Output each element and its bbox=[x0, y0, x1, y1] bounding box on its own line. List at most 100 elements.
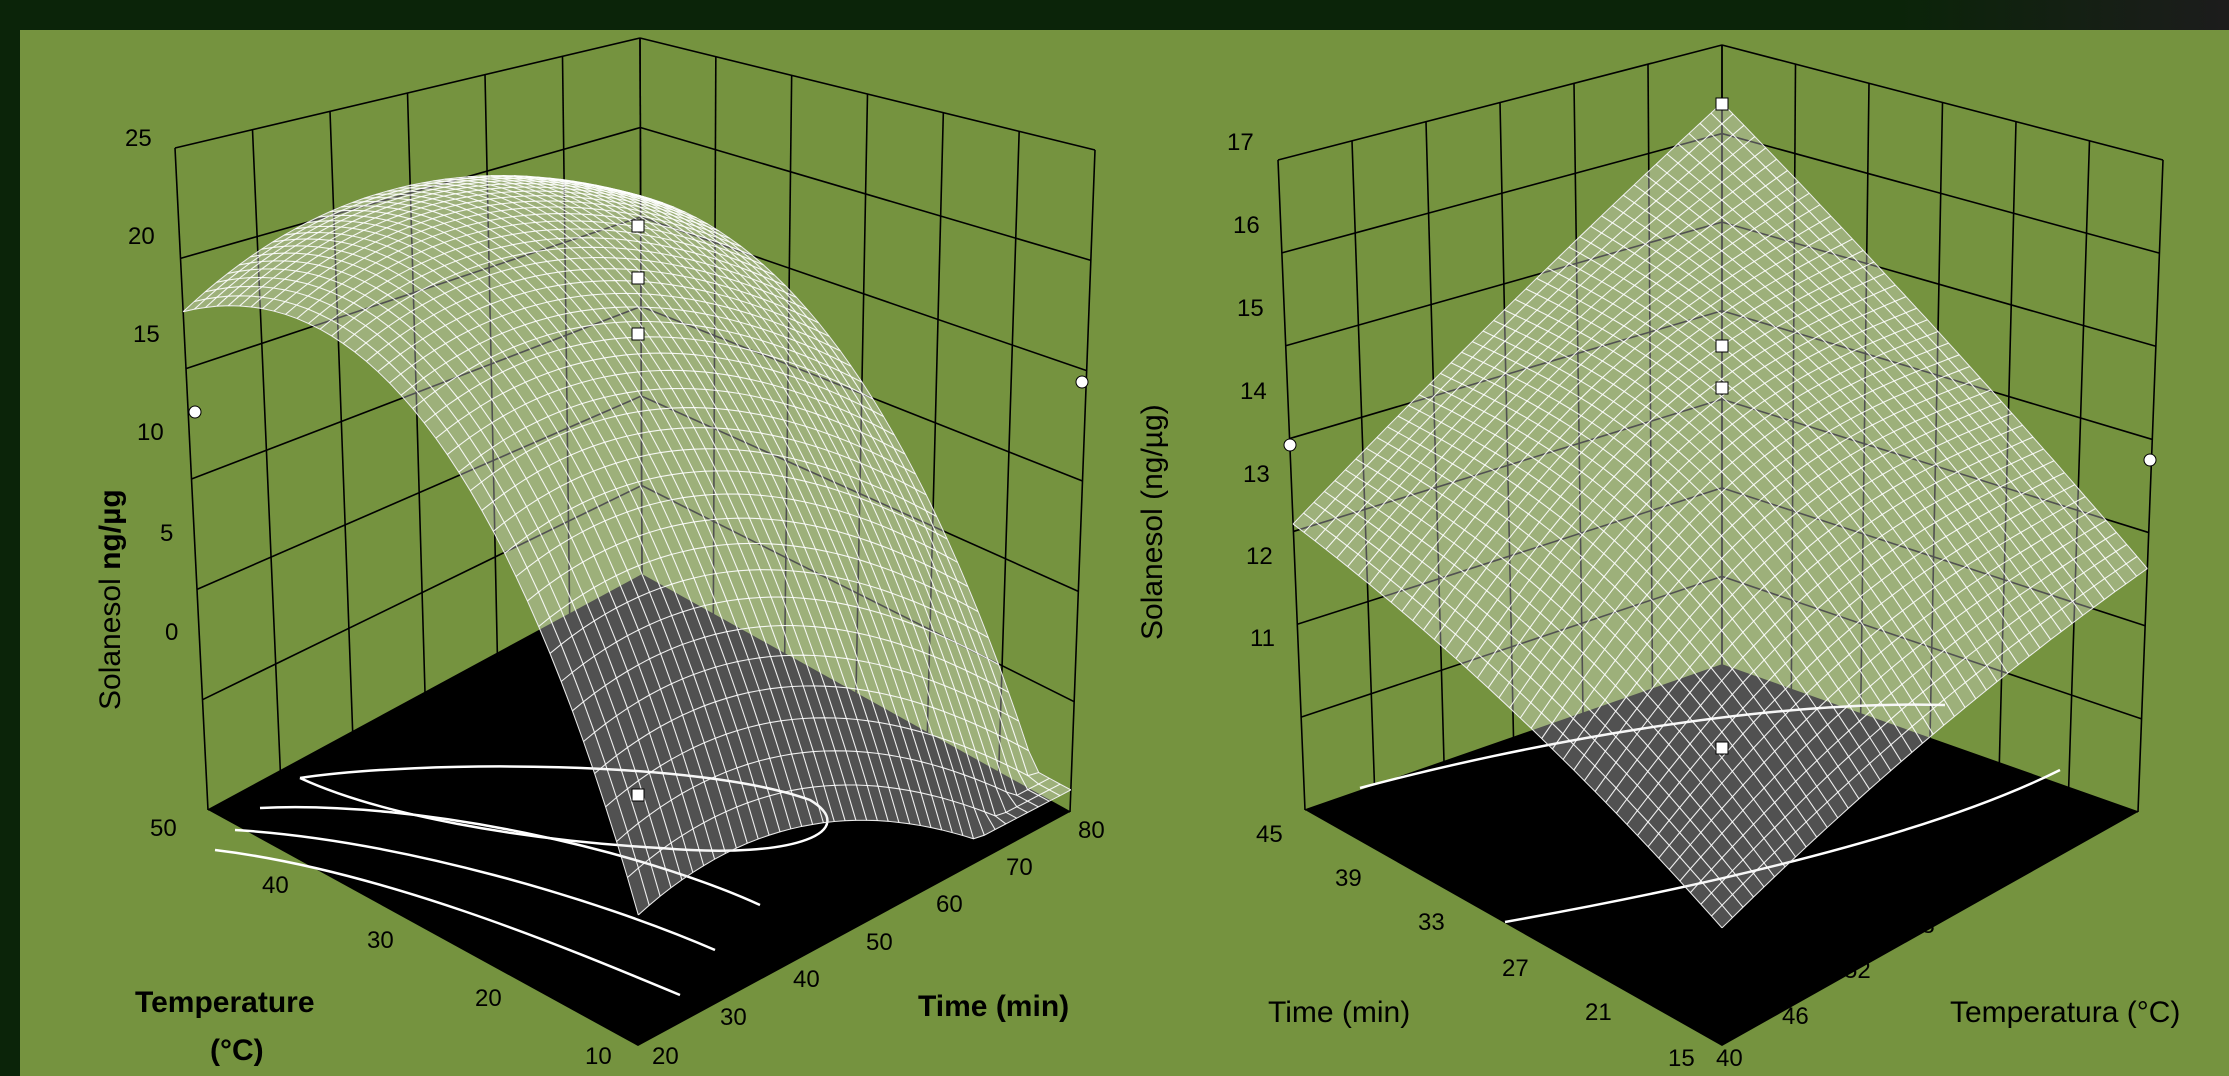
left-y-axis-label: Solanesol ng/µg bbox=[94, 489, 127, 710]
right-surface-meshline bbox=[1541, 365, 1970, 739]
right-temp-tick: 52 bbox=[1844, 957, 1871, 984]
right-surface-meshline bbox=[1644, 174, 2073, 624]
right-time-tick: 15 bbox=[1668, 1045, 1695, 1072]
left-design-point bbox=[631, 219, 645, 233]
right-surface-meshline bbox=[1647, 484, 2076, 848]
right-z-tick: 14 bbox=[1240, 378, 1267, 405]
right-design-points bbox=[1283, 97, 2157, 755]
left-y-label-prefix: Solanesol bbox=[94, 578, 127, 710]
right-contour-line bbox=[1504, 768, 2061, 924]
left-z-tick: 20 bbox=[128, 223, 155, 250]
left-surface-meshline bbox=[481, 427, 927, 511]
right-surface-meshline bbox=[1658, 496, 2086, 859]
right-corner-point bbox=[2143, 453, 2157, 467]
left-y-label-unit: ng/µg bbox=[94, 489, 127, 570]
right-time-axis-label: Time (min) bbox=[1268, 996, 1410, 1029]
right-surface-meshline bbox=[1536, 277, 1966, 708]
left-corner-point bbox=[1075, 375, 1089, 389]
right-surface-meshline bbox=[1689, 532, 2117, 893]
left-z-tick: 25 bbox=[125, 125, 152, 152]
left-contour-line bbox=[299, 765, 829, 852]
left-surface-meshline bbox=[514, 175, 953, 833]
right-y-label: Solanesol (ng/µg) bbox=[1136, 404, 1169, 640]
left-surface-meshline bbox=[548, 177, 985, 836]
right-surface-meshline bbox=[1622, 194, 2052, 640]
right-surface-meshline bbox=[1626, 460, 2055, 825]
left-surface-meshline bbox=[479, 175, 921, 826]
left-surface-meshline bbox=[423, 336, 874, 424]
right-floor-plane bbox=[1305, 665, 2138, 1046]
right-time-tick: 21 bbox=[1585, 999, 1612, 1026]
right-right-wall-gridline-v bbox=[2067, 140, 2091, 788]
left-corner-point bbox=[188, 405, 202, 419]
right-temp-tick: 46 bbox=[1782, 1003, 1809, 1030]
left-surface bbox=[181, 175, 1072, 916]
left-design-point bbox=[631, 271, 645, 285]
left-surface-meshline bbox=[537, 176, 975, 839]
right-z-tick: 17 bbox=[1227, 129, 1254, 156]
right-design-point bbox=[1715, 339, 1729, 353]
left-surface-meshline bbox=[560, 596, 999, 682]
left-surface-meshline bbox=[456, 177, 900, 823]
left-contour-line bbox=[259, 805, 761, 907]
left-temp-axis-label-unit: (°C) bbox=[210, 1034, 264, 1067]
left-time-tick: 60 bbox=[936, 891, 963, 918]
right-design-point bbox=[1715, 741, 1729, 755]
left-surface-meshline bbox=[515, 493, 958, 577]
right-floor bbox=[1305, 665, 2138, 1046]
left-time-tick: 20 bbox=[652, 1043, 679, 1070]
left-z-tick: 10 bbox=[137, 419, 164, 446]
right-time-tick: 27 bbox=[1502, 955, 1529, 982]
left-right-wall-gridline-v bbox=[997, 131, 1020, 773]
right-surface-meshline bbox=[1655, 163, 2084, 616]
left-right-wall-gridline-v bbox=[639, 37, 643, 576]
right-temp-tick: 64 bbox=[1970, 867, 1997, 894]
left-left-wall-gridline-v bbox=[561, 56, 571, 615]
left-time-tick: 50 bbox=[866, 929, 893, 956]
right-surface-meshline bbox=[1583, 412, 2013, 782]
left-surface-meshline bbox=[637, 789, 1072, 916]
left-contour-line bbox=[214, 848, 681, 997]
left-floor bbox=[208, 575, 1070, 1046]
right-temp-tick: 58 bbox=[1908, 912, 1935, 939]
left-time-tick: 30 bbox=[720, 1004, 747, 1031]
right-design-point bbox=[1715, 97, 1729, 111]
left-surface-meshline bbox=[549, 569, 989, 654]
left-left-wall-gridline-v bbox=[174, 147, 209, 811]
right-surface-meshline bbox=[1637, 472, 2065, 836]
left-surface-meshline bbox=[527, 517, 969, 602]
left-time-tick: 40 bbox=[793, 966, 820, 993]
left-surface-meshline bbox=[502, 175, 943, 831]
left-surface-meshline bbox=[467, 176, 911, 824]
left-design-point bbox=[631, 327, 645, 341]
left-surface-meshline bbox=[433, 180, 878, 821]
right-time-tick: 39 bbox=[1335, 865, 1362, 892]
right-surface-meshline bbox=[1668, 508, 2096, 870]
left-surface-meshline bbox=[492, 448, 937, 532]
right-time-tick: 33 bbox=[1418, 909, 1445, 936]
right-design-point bbox=[1715, 381, 1729, 395]
right-surface-meshline bbox=[1525, 288, 1955, 717]
left-temp-axis-label: Temperature bbox=[135, 986, 315, 1019]
right-time-tick: 45 bbox=[1256, 821, 1283, 848]
right-surface-meshline bbox=[1519, 342, 1949, 719]
left-surface-meshline bbox=[444, 178, 889, 822]
left-surface-meshline bbox=[435, 352, 884, 439]
right-surface-meshline bbox=[1677, 143, 2105, 600]
right-z-tick: 16 bbox=[1233, 212, 1260, 239]
right-surface-meshline bbox=[1688, 133, 2116, 592]
left-surface-meshline bbox=[594, 184, 1028, 813]
left-surface-meshline bbox=[571, 180, 1007, 825]
right-surface-meshline bbox=[1666, 153, 2094, 608]
right-surface-meshline bbox=[1551, 377, 1981, 750]
left-left-wall-gridline-v bbox=[484, 74, 499, 654]
left-temp-tick: 20 bbox=[475, 985, 502, 1012]
chart-solanesol-temperature-time: 25 20 15 10 5 0 50 40 30 20 10 20 30 40 … bbox=[94, 37, 1105, 1070]
right-surface-meshline bbox=[1679, 520, 2107, 882]
right-corner-point bbox=[1283, 438, 1297, 452]
left-surface-meshline bbox=[583, 182, 1017, 819]
right-surface-meshline bbox=[1573, 401, 2002, 771]
right-surface-meshline bbox=[1710, 112, 2138, 577]
left-left-wall-gridline-v bbox=[251, 129, 282, 771]
right-surface-meshline bbox=[1699, 122, 2127, 585]
